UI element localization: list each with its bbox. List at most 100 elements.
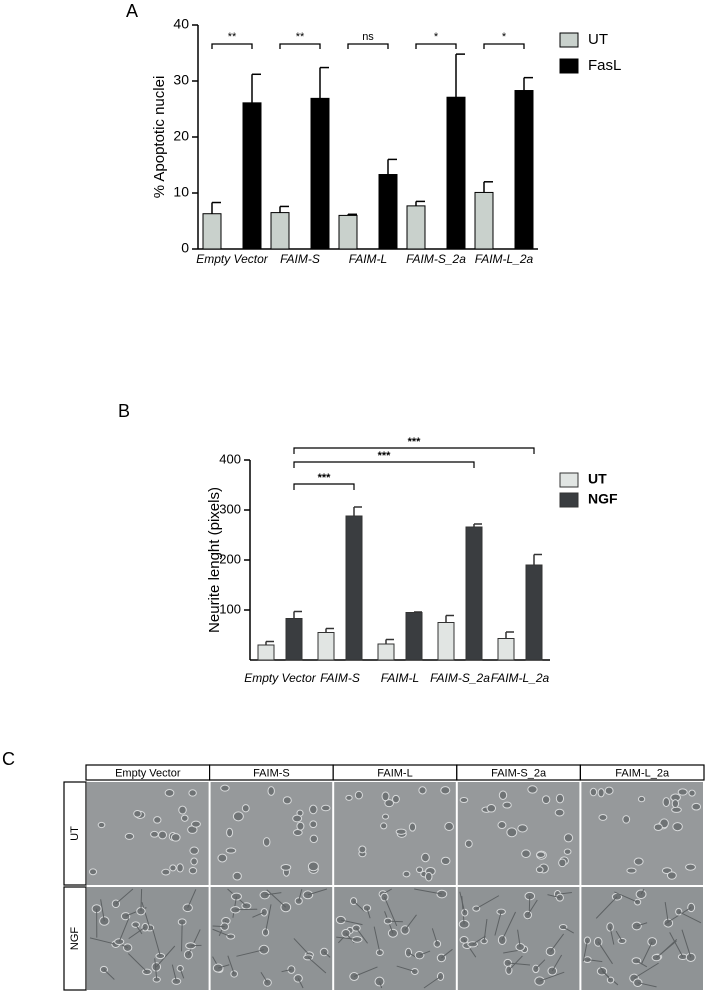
neurite — [508, 955, 523, 971]
neurite — [103, 969, 115, 980]
cell — [506, 827, 518, 838]
neurite — [431, 928, 438, 945]
y-tick-label: 30 — [173, 72, 189, 88]
neurite — [181, 921, 183, 952]
cell — [374, 976, 385, 987]
neurite — [366, 907, 371, 919]
cell — [421, 852, 430, 863]
row-header-box — [63, 886, 87, 991]
neurite — [235, 908, 258, 911]
neurite — [118, 918, 130, 942]
neurite — [562, 926, 574, 934]
panel-label: B — [118, 401, 130, 421]
neurite — [187, 929, 201, 955]
cell — [662, 797, 671, 807]
bar — [377, 643, 395, 661]
neurite — [236, 949, 265, 957]
column-header: FAIM-L — [377, 767, 412, 779]
y-tick-label: 300 — [219, 501, 241, 516]
legend-swatch — [559, 492, 579, 508]
cell — [260, 907, 268, 917]
cell — [424, 871, 433, 882]
neurite — [266, 889, 287, 908]
x-tick-label: Empty Vector — [196, 252, 269, 266]
cell — [672, 822, 683, 832]
neurite — [265, 904, 272, 933]
x-tick-label: FAIM-L — [349, 252, 387, 266]
x-tick-label: FAIM-S_2a — [430, 671, 490, 685]
neurite — [100, 899, 105, 922]
cell — [541, 795, 551, 805]
significance-bracket — [279, 43, 321, 49]
neurite — [633, 962, 659, 979]
bar — [345, 515, 363, 661]
bar — [405, 612, 423, 661]
cell — [188, 866, 198, 875]
neurite — [379, 981, 383, 989]
cell — [563, 833, 574, 843]
bar — [497, 638, 515, 661]
cell — [545, 946, 556, 957]
y-tick-label: 40 — [173, 16, 189, 32]
neurite — [171, 964, 177, 982]
neurite — [298, 888, 303, 902]
row-header-box — [63, 781, 87, 886]
neurite — [669, 932, 684, 958]
y-tick-label: 0 — [181, 240, 189, 256]
legend-swatch — [559, 58, 579, 74]
y-tick-label: 200 — [219, 551, 241, 566]
neurite — [501, 911, 516, 941]
neurite — [609, 926, 615, 945]
neurite — [656, 940, 677, 959]
cell — [563, 848, 572, 855]
neurite — [388, 920, 403, 923]
neurite — [550, 933, 565, 952]
cell — [498, 790, 508, 800]
cell — [440, 786, 451, 795]
significance-bracket — [415, 43, 457, 49]
column-header: FAIM-S — [253, 767, 290, 779]
x-tick-label: FAIM-L — [381, 671, 419, 685]
neurite — [476, 895, 500, 910]
y-tick-label: 400 — [219, 451, 241, 466]
panel-label: C — [2, 749, 15, 769]
cell — [418, 786, 427, 795]
cell — [635, 889, 647, 900]
neurite — [218, 964, 230, 969]
neurite — [535, 959, 546, 970]
bar — [465, 526, 483, 661]
neurite — [494, 911, 502, 936]
significance-bracket — [211, 43, 253, 49]
cell — [280, 863, 292, 871]
neurite — [155, 945, 176, 968]
bar — [270, 212, 290, 250]
neurite — [664, 907, 692, 925]
y-tick-label: 20 — [173, 128, 189, 144]
cell — [307, 861, 319, 872]
neurite — [260, 971, 268, 983]
neurite — [419, 950, 431, 956]
cell — [183, 949, 193, 960]
cell — [598, 813, 608, 821]
y-axis-label: Neurite lenght (pixels) — [206, 487, 223, 633]
cell — [671, 806, 682, 813]
cell — [486, 804, 497, 813]
neurite — [252, 911, 265, 918]
cell — [633, 857, 644, 866]
bar — [446, 96, 466, 250]
bar — [525, 564, 543, 661]
y-tick-label: 10 — [173, 184, 189, 200]
cell — [536, 851, 546, 858]
neurite — [597, 941, 613, 965]
neurite — [614, 891, 638, 903]
significance-label: *** — [378, 450, 392, 462]
cell — [677, 788, 688, 796]
neurite — [151, 925, 161, 957]
bar — [317, 632, 335, 661]
bar — [310, 97, 330, 250]
legend-swatch — [559, 32, 579, 48]
neurite — [664, 902, 669, 924]
x-tick-label: FAIM-S_2a — [406, 252, 466, 266]
cell — [354, 790, 363, 800]
neurite — [187, 889, 197, 909]
